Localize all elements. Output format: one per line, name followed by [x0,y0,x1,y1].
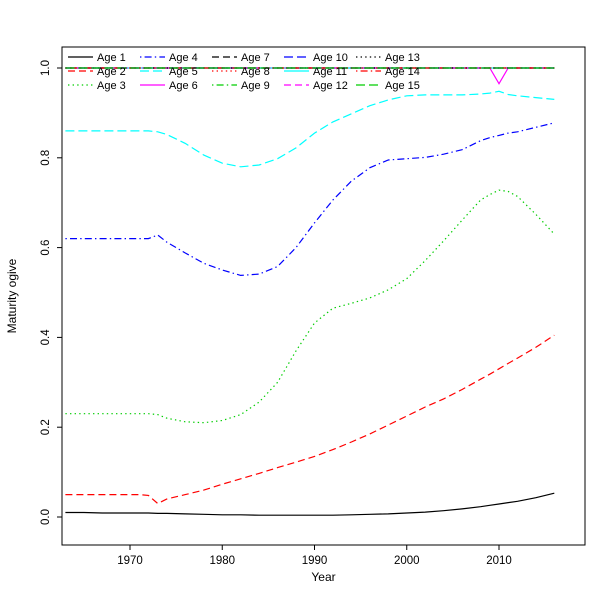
legend-label-age-7: Age 7 [241,52,270,64]
y-axis-tick-label: 0.8 [40,150,52,166]
legend-label-age-11: Age 11 [313,66,347,78]
legend-label-age-5: Age 5 [169,66,198,78]
legend-label-age-9: Age 9 [241,80,270,92]
legend-label-age-12: Age 12 [313,80,348,92]
legend-label-age-10: Age 10 [313,52,348,64]
x-axis-title: Year [311,570,335,584]
x-axis-tick-label: 1970 [117,555,143,567]
legend-label-age-4: Age 4 [169,52,198,64]
legend-label-age-13: Age 13 [385,52,420,64]
y-axis-tick-label: 0.6 [40,240,52,256]
plot-box [61,46,586,546]
series-line-age-6 [65,67,555,85]
x-axis-tick-label: 2000 [394,555,420,567]
series-line-age-3 [65,189,555,424]
y-axis-tick-label: 0.4 [40,329,52,346]
x-axis-tick-label: 2010 [486,555,512,567]
y-axis-tick-label: 0.2 [40,419,52,435]
series-line-age-4 [65,122,555,277]
series-line-age-1 [65,492,555,516]
series-line-age-5 [65,90,555,168]
legend-label-age-14: Age 14 [385,66,420,78]
legend-label-age-2: Age 2 [97,66,126,78]
legend-label-age-3: Age 3 [97,80,126,92]
legend-label-age-8: Age 8 [241,66,270,78]
legend-label-age-1: Age 1 [97,52,126,64]
y-axis-tick-label: 1.0 [40,60,52,76]
x-axis-tick-label: 1980 [209,555,235,567]
y-axis-tick-label: 0.0 [40,509,52,525]
legend-label-age-6: Age 6 [169,80,198,92]
y-axis-title: Maturity ogive [5,258,19,333]
x-axis-tick-label: 1990 [302,555,328,567]
series-line-age-2 [65,334,555,505]
legend-label-age-15: Age 15 [385,80,420,92]
